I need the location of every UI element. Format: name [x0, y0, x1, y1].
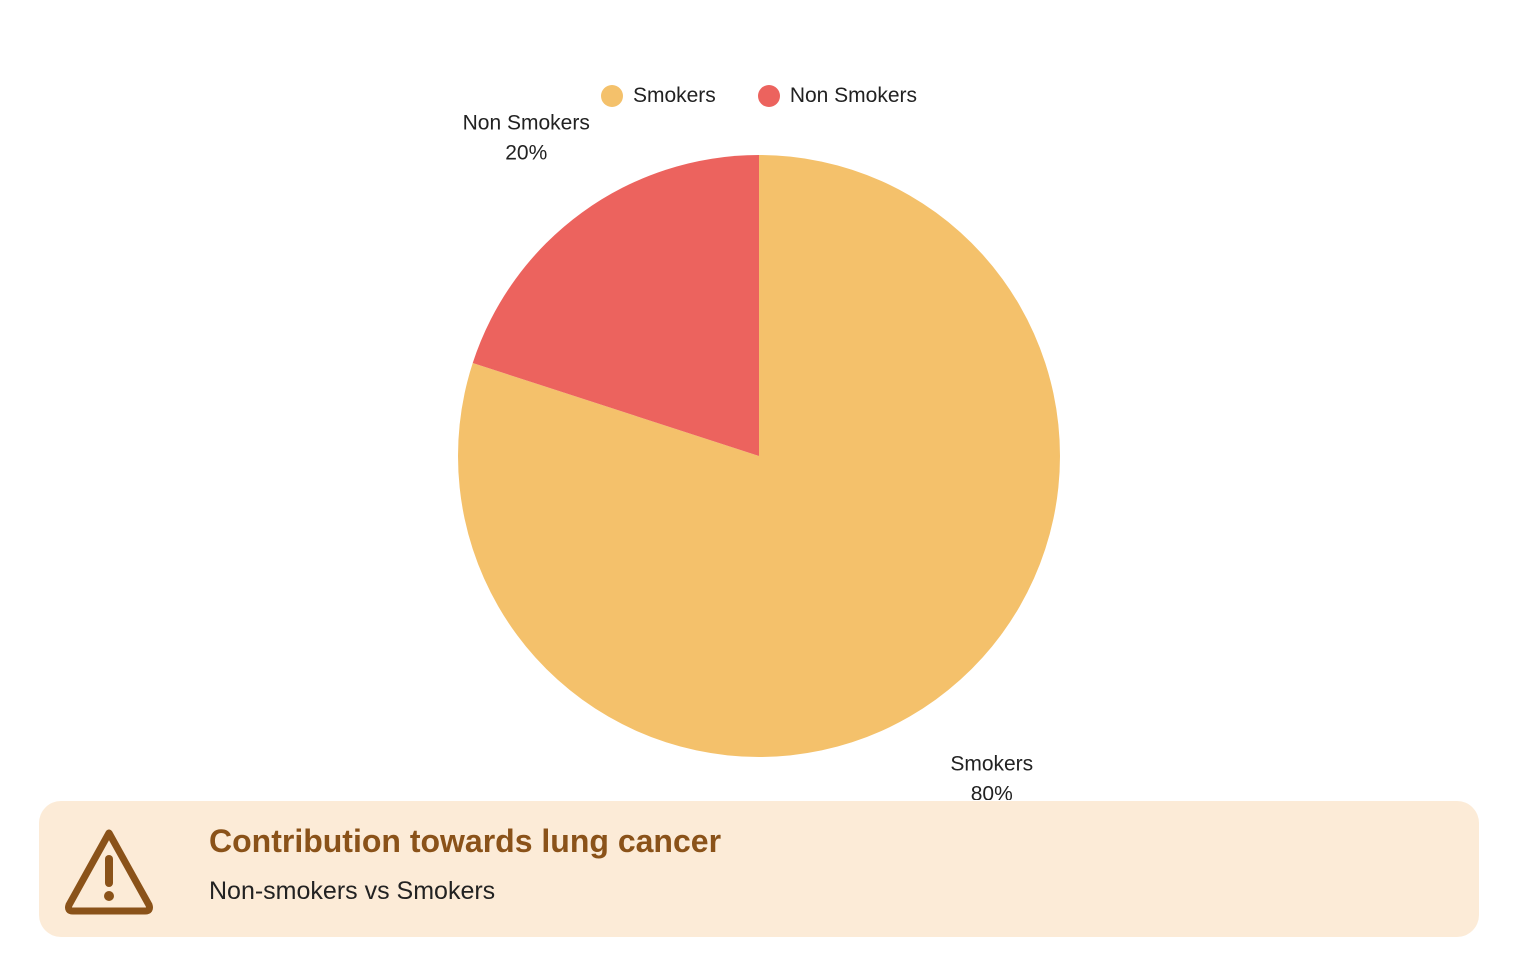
legend-label-non-smokers: Non Smokers	[789, 84, 918, 107]
legend-swatch-smokers	[600, 85, 623, 107]
pie-chart: Smokers 80% Non Smokers 20%	[457, 112, 1060, 800]
info-banner: Contribution towards lung cancer Non-smo…	[39, 801, 1479, 937]
legend-label-smokers: Smokers	[632, 84, 716, 107]
chart-legend: Smokers Non Smokers	[0, 84, 1518, 108]
slice-value-smokers: 80%	[971, 782, 1013, 800]
legend-swatch-non-smokers	[757, 85, 780, 107]
banner-title: Contribution towards lung cancer	[209, 823, 722, 859]
slice-value-non-smokers: 20%	[505, 142, 547, 165]
slice-label-smokers: Smokers	[950, 752, 1033, 775]
legend-item-non-smokers: Non Smokers	[757, 84, 918, 108]
pie-slice-smokers	[457, 155, 1060, 758]
pie-slice-non-smokers	[472, 155, 759, 456]
legend-item-smokers: Smokers	[600, 84, 716, 108]
banner-subtitle: Non-smokers vs Smokers	[209, 877, 496, 905]
warning-triangle-icon	[65, 829, 153, 915]
slice-label-non-smokers: Non Smokers	[463, 112, 590, 135]
